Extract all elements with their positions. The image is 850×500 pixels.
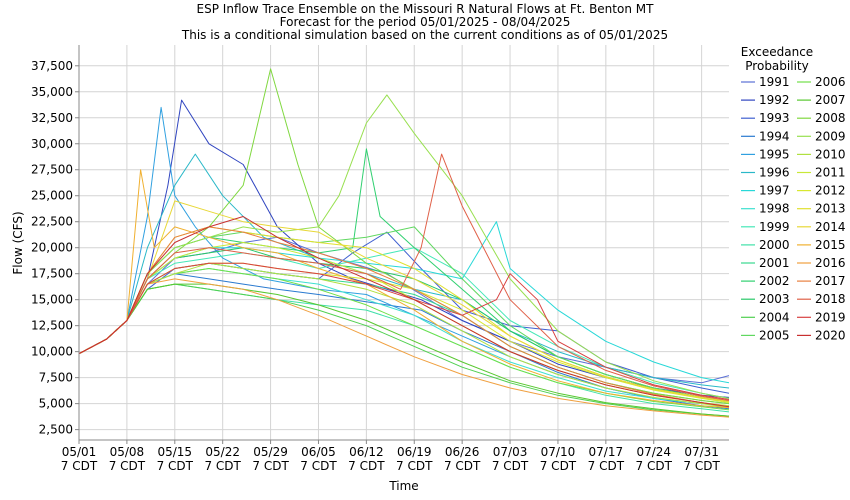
legend-label: 2001 (759, 256, 790, 270)
legend-label: 2003 (759, 292, 790, 306)
x-tick-label-date: 07/31 (684, 445, 719, 459)
y-tick-label: 22,500 (31, 215, 73, 229)
legend-label: 2010 (815, 147, 846, 161)
legend-label: 2018 (815, 292, 846, 306)
legend: 1991 1992 1993 1994 1995 1996 1997 1998 1999 2000… (741, 75, 846, 342)
x-tick-label-date: 07/17 (589, 445, 624, 459)
y-tick-label: 12,500 (31, 319, 73, 333)
x-tick-label-time: 7 CDT (109, 459, 146, 473)
x-tick-label-date: 06/05 (301, 445, 336, 459)
y-tick-label: 10,000 (31, 345, 73, 359)
x-tick-label-date: 07/24 (636, 445, 671, 459)
y-tick-label: 37,500 (31, 59, 73, 73)
series-line-2015 (78, 169, 730, 409)
series-line-2020 (78, 216, 730, 408)
x-tick-label-date: 05/22 (205, 445, 240, 459)
legend-label: 2002 (759, 274, 790, 288)
y-tick-label: 7,500 (39, 371, 73, 385)
legend-label: 1992 (759, 93, 790, 107)
x-tick-label-time: 7 CDT (300, 459, 337, 473)
legend-label: 2000 (759, 238, 790, 252)
legend-label: 2011 (815, 166, 846, 180)
legend-label: 2008 (815, 111, 846, 125)
x-tick-label-date: 07/10 (541, 445, 576, 459)
x-tick-label-date: 06/26 (445, 445, 480, 459)
legend-label: 2020 (815, 328, 846, 342)
x-tick-label-time: 7 CDT (492, 459, 529, 473)
legend-label: 2015 (815, 238, 846, 252)
x-tick-label-date: 07/03 (493, 445, 528, 459)
legend-label: 1999 (759, 220, 790, 234)
x-tick-label-date: 06/19 (397, 445, 432, 459)
y-axis-label: Flow (CFS) (11, 211, 25, 274)
legend-label: 2017 (815, 274, 846, 288)
legend-label: 2009 (815, 129, 846, 143)
x-tick-label-time: 7 CDT (444, 459, 481, 473)
x-tick-label-time: 7 CDT (348, 459, 385, 473)
x-tick-label-date: 05/01 (62, 445, 97, 459)
x-tick-label-date: 05/15 (157, 445, 192, 459)
y-tick-labels: 2,500 5,000 7,500 10,000 12,500 15,000 17,500 2… (31, 59, 79, 437)
x-tick-label-date: 06/12 (349, 445, 384, 459)
series-line-2019 (78, 262, 730, 400)
legend-label: 1995 (759, 147, 790, 161)
legend-label: 1996 (759, 166, 790, 180)
y-tick-label: 17,500 (31, 267, 73, 281)
series-lines (78, 68, 730, 418)
chart-title-line-1: ESP Inflow Trace Ensemble on the Missour… (197, 2, 655, 16)
x-tick-label-date: 05/08 (110, 445, 145, 459)
y-tick-label: 25,000 (31, 189, 73, 203)
chart-title-line-2: Forecast for the period 05/01/2025 - 08/… (280, 15, 571, 29)
series-line-2009 (78, 94, 730, 399)
legend-label: 1991 (759, 75, 790, 89)
axes (78, 45, 729, 441)
y-tick-label: 5,000 (39, 397, 73, 411)
y-tick-label: 2,500 (39, 423, 73, 437)
legend-label: 2007 (815, 93, 846, 107)
legend-label: 2005 (759, 328, 790, 342)
x-tick-label-time: 7 CDT (683, 459, 720, 473)
x-tick-label-time: 7 CDT (61, 459, 98, 473)
legend-label: 2013 (815, 202, 846, 216)
y-tick-label: 30,000 (31, 137, 73, 151)
legend-label: 2004 (759, 310, 790, 324)
legend-label: 1993 (759, 111, 790, 125)
series-line-2018 (78, 153, 730, 401)
series-line-2007 (78, 283, 730, 417)
y-tick-label: 20,000 (31, 241, 73, 255)
plot-area (79, 45, 729, 440)
legend-label: 2016 (815, 256, 846, 270)
x-tick-label-time: 7 CDT (252, 459, 289, 473)
y-tick-label: 32,500 (31, 111, 73, 125)
legend-label: 1997 (759, 184, 790, 198)
legend-title-line-1: Exceedance (741, 45, 813, 59)
y-tick-label: 27,500 (31, 163, 73, 177)
legend-label: 1998 (759, 202, 790, 216)
x-tick-label-time: 7 CDT (540, 459, 577, 473)
y-tick-label: 35,000 (31, 85, 73, 99)
x-tick-label-time: 7 CDT (204, 459, 241, 473)
legend-label: 2006 (815, 75, 846, 89)
x-tick-label-time: 7 CDT (588, 459, 625, 473)
legend-label: 2019 (815, 310, 846, 324)
x-tick-label-time: 7 CDT (636, 459, 673, 473)
x-axis-label: Time (388, 479, 418, 493)
x-tick-label-date: 05/29 (253, 445, 288, 459)
chart-title-line-3: This is a conditional simulation based o… (181, 28, 668, 42)
legend-label: 2014 (815, 220, 846, 234)
x-tick-label-time: 7 CDT (396, 459, 433, 473)
legend-title-line-2: Probability (745, 59, 808, 73)
y-tick-label: 15,000 (31, 293, 73, 307)
x-tick-label-time: 7 CDT (157, 459, 194, 473)
legend-label: 2012 (815, 184, 846, 198)
legend-label: 1994 (759, 129, 790, 143)
